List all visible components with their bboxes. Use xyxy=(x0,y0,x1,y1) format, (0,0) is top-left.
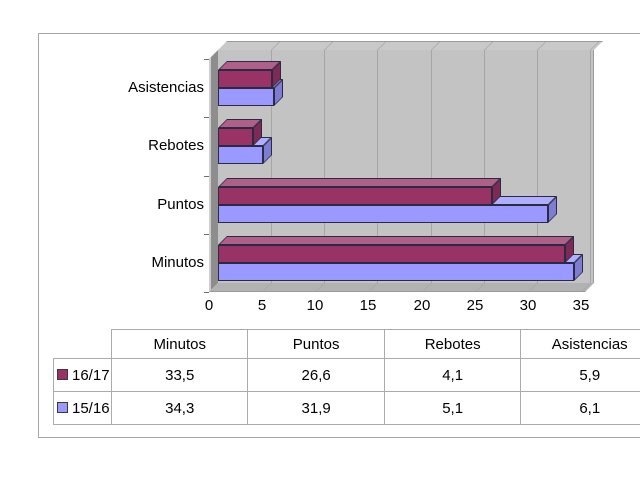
gridline xyxy=(590,50,591,283)
gridline xyxy=(484,50,485,283)
table-row-16-17: 16/17 33,5 26,6 4,1 5,9 xyxy=(53,358,640,392)
category-label-minutos: Minutos xyxy=(151,254,204,271)
value-cell-16-17-asistencias: 5,9 xyxy=(520,358,640,392)
category-axis-tick xyxy=(204,59,209,60)
bar-front-face xyxy=(218,146,263,164)
value-cell-15-16-asistencias: 6,1 xyxy=(520,391,640,425)
gridline xyxy=(537,50,538,283)
plot-area: 0 5 10 15 20 25 30 35 Minutos Puntos Rebotes Asiste… xyxy=(39,34,640,437)
gridline xyxy=(377,50,378,283)
bar-front-face xyxy=(218,205,548,223)
chart-container: 0 5 10 15 20 25 30 35 Minutos Puntos Rebotes Asiste… xyxy=(38,33,640,438)
value-cell-15-16-minutos: 34,3 xyxy=(110,391,249,425)
gridline xyxy=(271,50,272,283)
x-tick-label: 25 xyxy=(466,297,484,314)
gridline xyxy=(316,283,325,291)
x-tick-label: 10 xyxy=(306,297,324,314)
gridline xyxy=(484,42,493,50)
table-header-asistencias: Asistencias xyxy=(520,329,640,359)
data-table: Minutos Puntos Rebotes Asistencias 16/17 33,5… xyxy=(53,329,640,425)
category-label-puntos: Puntos xyxy=(157,196,204,213)
bar-15-16-asistencias xyxy=(218,79,283,106)
bar-front-face xyxy=(218,70,272,88)
bar-15-16-minutos xyxy=(218,254,583,281)
legend-label: 15/16 xyxy=(72,399,110,417)
value-cell-16-17-rebotes: 4,1 xyxy=(383,358,522,392)
gridline xyxy=(431,42,440,50)
bar-16-17-rebotes xyxy=(218,119,262,146)
bar-front-face xyxy=(218,128,253,146)
legend-cell-15-16: 15/16 xyxy=(53,391,112,425)
bar-16-17-minutos xyxy=(218,236,574,263)
category-axis-tick xyxy=(204,176,209,177)
table-header-puntos: Puntos xyxy=(247,329,385,359)
bar-top-face xyxy=(218,178,501,187)
x-tick-label: 20 xyxy=(413,297,431,314)
table-header-rebotes: Rebotes xyxy=(383,329,522,359)
gridline xyxy=(377,42,386,50)
gridline xyxy=(582,283,591,291)
category-axis-tick xyxy=(204,117,209,118)
gridline xyxy=(529,283,538,291)
gridline xyxy=(271,42,280,50)
value-cell-16-17-minutos: 33,5 xyxy=(110,358,249,392)
x-tick-label: 30 xyxy=(519,297,537,314)
bar-15-16-rebotes xyxy=(218,137,272,164)
bar-front-face xyxy=(218,187,492,205)
category-axis-tick xyxy=(204,292,209,293)
legend-cell-16-17: 16/17 xyxy=(53,358,112,392)
gridline xyxy=(537,42,546,50)
bar-16-17-asistencias xyxy=(218,61,281,88)
value-cell-15-16-rebotes: 5,1 xyxy=(383,391,522,425)
table-corner-cell xyxy=(53,329,112,359)
legend-label: 16/17 xyxy=(72,366,110,384)
legend-swatch-15-16 xyxy=(57,401,68,413)
category-label-asistencias: Asistencias xyxy=(128,79,204,96)
value-cell-16-17-puntos: 26,6 xyxy=(247,358,385,392)
chart-floor xyxy=(209,283,594,292)
gridline xyxy=(324,50,325,283)
category-axis-tick xyxy=(204,234,209,235)
gridline xyxy=(590,42,599,50)
bar-front-face xyxy=(218,88,274,106)
bar-15-16-puntos xyxy=(218,196,557,223)
bar-top-face xyxy=(218,236,574,245)
table-row-15-16: 15/16 34,3 31,9 5,1 6,1 xyxy=(53,391,640,425)
chart-side-wall xyxy=(209,50,218,292)
gridline xyxy=(324,42,333,50)
gridline xyxy=(263,283,272,291)
gridline xyxy=(423,283,432,291)
x-tick-label: 35 xyxy=(572,297,590,314)
x-tick-label: 15 xyxy=(359,297,377,314)
gridline xyxy=(369,283,378,291)
table-header-minutos: Minutos xyxy=(110,329,249,359)
gridline xyxy=(431,50,432,283)
chart-wall-top-face xyxy=(218,41,603,50)
table-header-row: Minutos Puntos Rebotes Asistencias xyxy=(53,329,640,359)
category-label-rebotes: Rebotes xyxy=(148,137,204,154)
bar-front-face xyxy=(218,263,574,281)
bar-16-17-puntos xyxy=(218,178,501,205)
legend-swatch-16-17 xyxy=(57,368,68,380)
bar-front-face xyxy=(218,245,565,263)
gridline xyxy=(476,283,485,291)
x-tick-label: 5 xyxy=(257,297,267,314)
x-tick-label: 0 xyxy=(204,297,214,314)
value-cell-15-16-puntos: 31,9 xyxy=(247,391,385,425)
